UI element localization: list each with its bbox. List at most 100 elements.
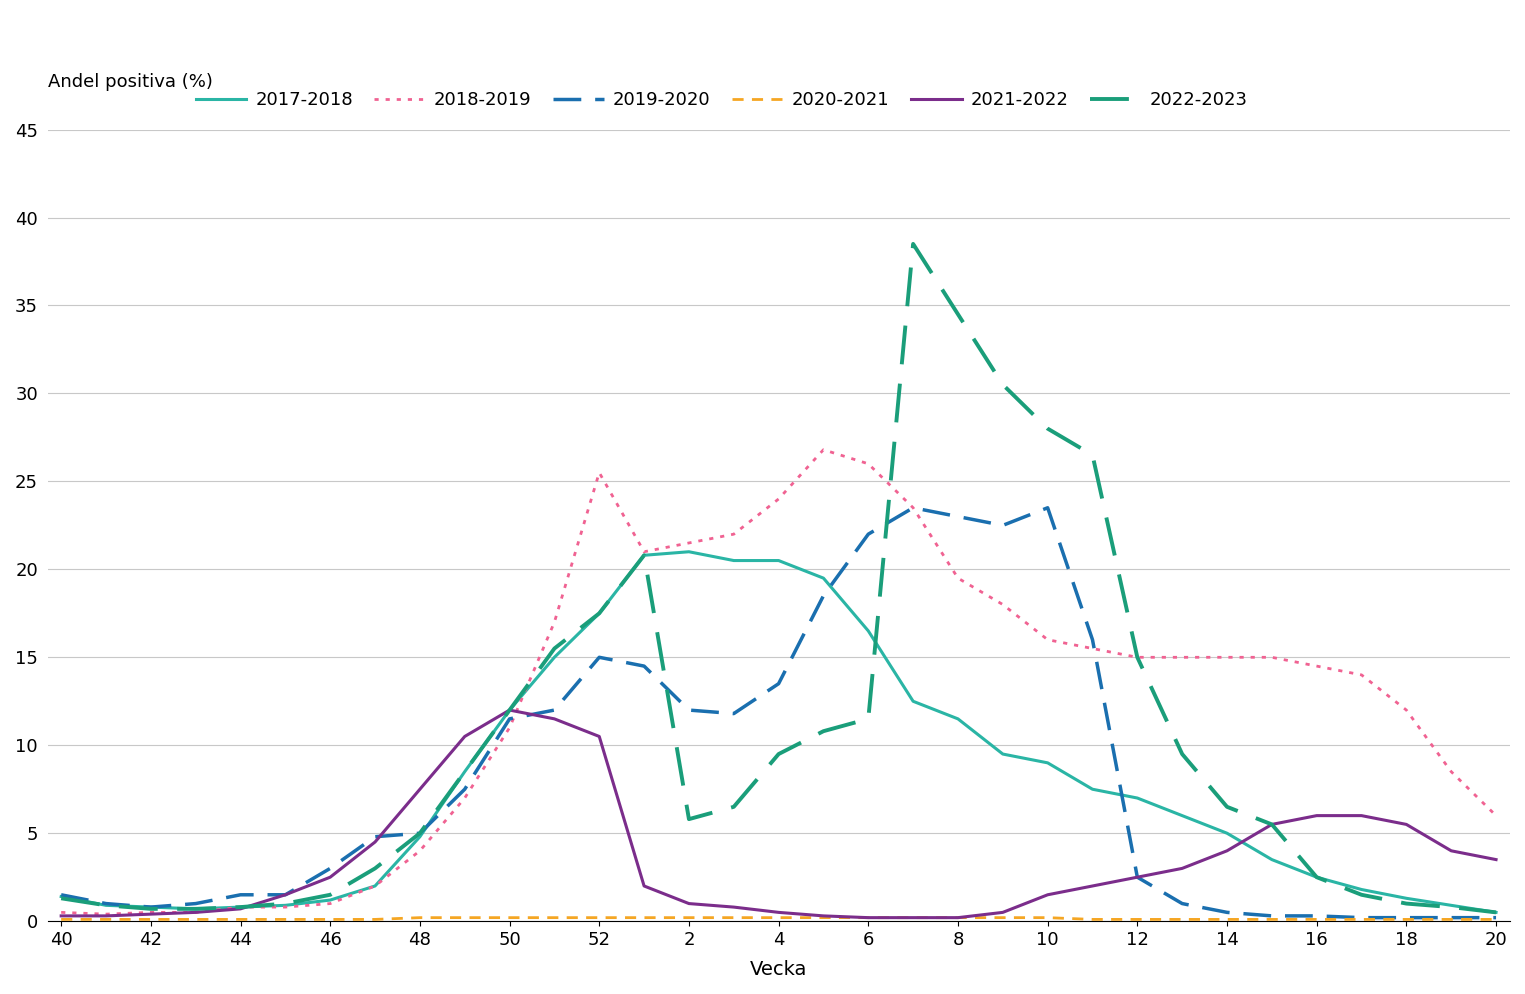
2017-2018: [1397, 893, 1415, 905]
2021-2022: [814, 910, 833, 921]
2022-2023: [814, 726, 833, 738]
Legend: 2017-2018, 2018-2019, 2019-2020, 2020-2021, 2021-2022, 2022-2023: 2017-2018, 2018-2019, 2019-2020, 2020-20…: [195, 91, 1247, 109]
2022-2023: [52, 893, 70, 905]
2021-2022: [1397, 818, 1415, 830]
2022-2023: [994, 379, 1013, 391]
2017-2018: [1487, 907, 1505, 918]
2019-2020: [1353, 911, 1371, 923]
2021-2022: [142, 909, 160, 920]
2019-2020: [1307, 910, 1325, 921]
2020-2021: [52, 913, 70, 925]
2018-2019: [1083, 642, 1101, 654]
2021-2022: [456, 731, 474, 743]
2019-2020: [770, 678, 788, 690]
2020-2021: [142, 913, 160, 925]
2022-2023: [680, 813, 698, 825]
2018-2019: [232, 902, 250, 913]
2021-2022: [1487, 854, 1505, 866]
2018-2019: [186, 907, 204, 918]
2017-2018: [994, 748, 1013, 760]
2022-2023: [276, 898, 294, 910]
2017-2018: [276, 900, 294, 911]
2021-2022: [634, 880, 653, 892]
2017-2018: [232, 902, 250, 913]
2017-2018: [814, 573, 833, 584]
2020-2021: [322, 913, 340, 925]
2021-2022: [994, 907, 1013, 918]
2018-2019: [410, 845, 429, 857]
2019-2020: [1083, 634, 1101, 646]
2017-2018: [724, 555, 743, 567]
2022-2023: [770, 748, 788, 760]
2020-2021: [1443, 913, 1461, 925]
2017-2018: [142, 902, 160, 913]
2018-2019: [1263, 651, 1281, 663]
2019-2020: [904, 502, 923, 514]
2022-2023: [232, 902, 250, 913]
2022-2023: [546, 642, 564, 654]
2017-2018: [322, 894, 340, 906]
2017-2018: [186, 903, 204, 914]
2018-2019: [546, 616, 564, 628]
2020-2021: [546, 911, 564, 923]
2022-2023: [1443, 902, 1461, 913]
2017-2018: [1128, 792, 1147, 804]
2021-2022: [546, 713, 564, 725]
2022-2023: [859, 713, 877, 725]
2020-2021: [366, 913, 384, 925]
2019-2020: [410, 827, 429, 839]
2018-2019: [994, 598, 1013, 610]
2021-2022: [904, 911, 923, 923]
2018-2019: [1307, 660, 1325, 672]
2019-2020: [634, 660, 653, 672]
2019-2020: [590, 651, 608, 663]
2021-2022: [276, 889, 294, 901]
2020-2021: [1307, 913, 1325, 925]
2020-2021: [1487, 913, 1505, 925]
2017-2018: [904, 696, 923, 708]
2022-2023: [1173, 748, 1191, 760]
2020-2021: [949, 911, 967, 923]
2019-2020: [98, 898, 116, 910]
2021-2022: [770, 907, 788, 918]
2022-2023: [410, 827, 429, 839]
2018-2019: [680, 537, 698, 549]
2020-2021: [904, 911, 923, 923]
2020-2021: [1083, 913, 1101, 925]
2022-2023: [590, 607, 608, 619]
2019-2020: [366, 831, 384, 843]
2019-2020: [1397, 911, 1415, 923]
2021-2022: [859, 911, 877, 923]
2020-2021: [1353, 913, 1371, 925]
2021-2022: [500, 704, 519, 716]
2021-2022: [1353, 810, 1371, 822]
2020-2021: [724, 911, 743, 923]
2022-2023: [904, 238, 923, 249]
2019-2020: [500, 713, 519, 725]
2017-2018: [1307, 871, 1325, 883]
2019-2020: [322, 863, 340, 875]
2018-2019: [634, 546, 653, 558]
2022-2023: [949, 308, 967, 320]
2018-2019: [814, 443, 833, 455]
2017-2018: [1353, 884, 1371, 896]
2018-2019: [904, 502, 923, 514]
2021-2022: [949, 911, 967, 923]
2017-2018: [949, 713, 967, 725]
2017-2018: [366, 880, 384, 892]
Line: 2021-2022: 2021-2022: [61, 710, 1496, 917]
2018-2019: [1039, 634, 1057, 646]
2022-2023: [634, 550, 653, 562]
2020-2021: [1128, 913, 1147, 925]
2018-2019: [859, 458, 877, 470]
Line: 2018-2019: 2018-2019: [61, 449, 1496, 914]
2022-2023: [366, 863, 384, 875]
2020-2021: [410, 911, 429, 923]
2019-2020: [1128, 871, 1147, 883]
2021-2022: [52, 910, 70, 921]
2018-2019: [456, 792, 474, 804]
2021-2022: [1218, 845, 1237, 857]
2020-2021: [634, 911, 653, 923]
2020-2021: [770, 911, 788, 923]
2022-2023: [1307, 871, 1325, 883]
